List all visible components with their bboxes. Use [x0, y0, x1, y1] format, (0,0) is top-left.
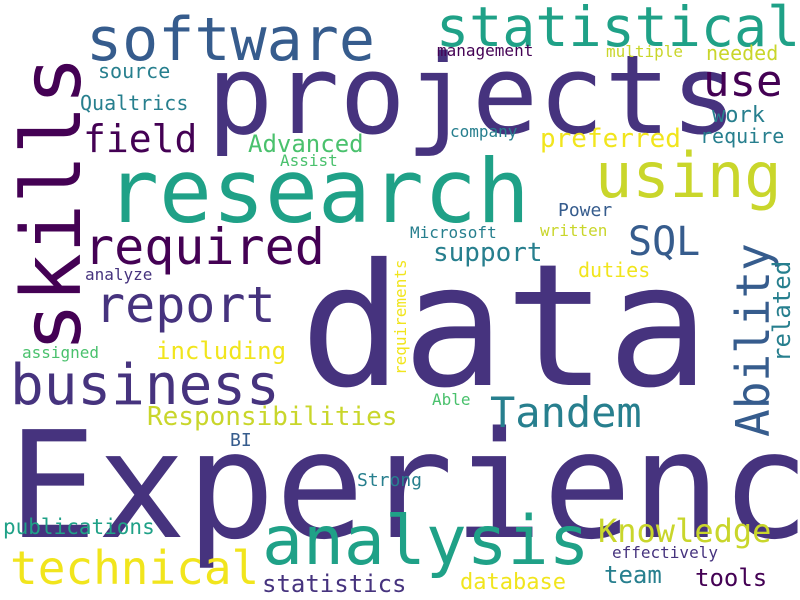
word-tools: tools [695, 564, 768, 592]
word-database: database [460, 570, 566, 595]
word-required: required [84, 218, 325, 276]
word-advanced: Advanced [248, 130, 364, 158]
word-business: business [10, 353, 280, 418]
word-knowledge: Knowledge [598, 512, 772, 550]
word-multiple: multiple [606, 42, 684, 61]
word-team: team [604, 561, 662, 589]
word-including: including [156, 337, 287, 365]
word-requirements: requirements [391, 259, 410, 375]
word-responsibilities: Responsibilities [147, 402, 398, 432]
word-experience: Experience [8, 400, 800, 572]
word-work: work [712, 103, 765, 128]
word-technical: technical [10, 541, 260, 595]
word-needed: needed [706, 41, 779, 65]
word-tandem: Tandem [490, 388, 642, 437]
word-source: source [98, 59, 171, 83]
word-preferred: preferred [540, 124, 681, 154]
word-analysis: analysis [262, 502, 590, 581]
word-software: software [86, 5, 375, 75]
word-using: using [595, 139, 782, 212]
word-report: report [95, 276, 276, 334]
word-duties: duties [578, 258, 651, 282]
word-use: use [703, 56, 783, 107]
word-qualtrics: Qualtrics [80, 91, 189, 115]
word-management: management [437, 41, 534, 60]
word-sql: SQL [628, 219, 701, 265]
word-effectively: effectively [612, 543, 718, 562]
word-power: Power [558, 200, 613, 221]
word-support: support [433, 238, 543, 268]
word-assigned: assigned [22, 343, 100, 362]
word-statistical: statistical [436, 0, 800, 59]
word-field: field [83, 117, 198, 161]
word-assist: Assist [280, 151, 338, 170]
word-data: data [300, 228, 710, 426]
word-written: written [540, 221, 608, 240]
word-microsoft: Microsoft [410, 223, 497, 242]
word-require: require [700, 124, 785, 148]
word-research: research [106, 140, 530, 243]
word-publications: publications [3, 515, 155, 539]
word-analyze: analyze [85, 265, 153, 284]
word-projects: projects [207, 31, 737, 159]
word-statistics: statistics [262, 570, 407, 598]
word-strong: Strong [357, 470, 423, 491]
word-company: company [450, 122, 518, 141]
word-related: related [768, 260, 796, 362]
word-able: Able [432, 390, 471, 409]
word-bi: BI [230, 430, 252, 451]
